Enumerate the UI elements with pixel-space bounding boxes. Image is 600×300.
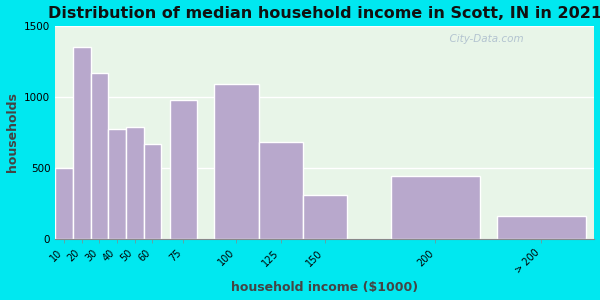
Bar: [73, 47, 91, 239]
Bar: [391, 176, 479, 239]
Y-axis label: households: households: [5, 92, 19, 172]
Bar: [170, 100, 197, 239]
Bar: [126, 127, 143, 239]
X-axis label: household income ($1000): household income ($1000): [231, 281, 418, 294]
Text: City-Data.com: City-Data.com: [443, 34, 524, 44]
Bar: [303, 195, 347, 239]
Bar: [91, 73, 108, 239]
Bar: [497, 216, 586, 239]
Bar: [214, 84, 259, 239]
Bar: [143, 144, 161, 239]
Bar: [108, 130, 126, 239]
Bar: [55, 168, 73, 239]
Bar: [259, 142, 303, 239]
Title: Distribution of median household income in Scott, IN in 2021: Distribution of median household income …: [48, 6, 600, 21]
